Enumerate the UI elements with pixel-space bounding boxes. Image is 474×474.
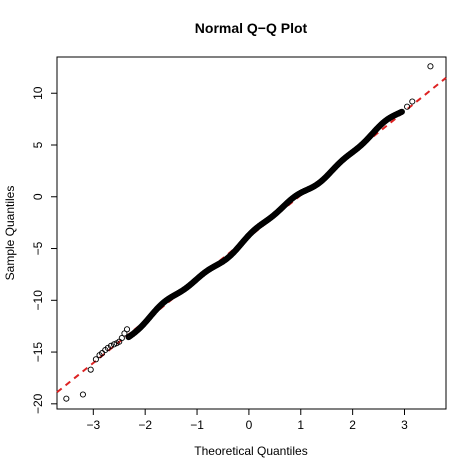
data-point bbox=[87, 366, 94, 373]
x-tick-label: −3 bbox=[86, 418, 100, 432]
y-tick-label: 10 bbox=[31, 86, 45, 100]
data-point bbox=[427, 63, 434, 70]
x-tick-label: 1 bbox=[297, 418, 304, 432]
data-points bbox=[63, 63, 434, 402]
x-tick-label: 0 bbox=[246, 418, 253, 432]
data-point bbox=[104, 344, 111, 351]
chart-title: Normal Q−Q Plot bbox=[195, 20, 308, 36]
x-tick-label: 2 bbox=[349, 418, 356, 432]
y-tick-label: −10 bbox=[31, 290, 45, 311]
y-tick-label: −15 bbox=[31, 342, 45, 363]
y-tick-label: −20 bbox=[31, 393, 45, 414]
y-tick-label: 5 bbox=[31, 141, 45, 148]
x-axis: −3 −2 −1 0 1 2 3 bbox=[86, 409, 408, 432]
data-point bbox=[107, 342, 114, 349]
x-tick-label: −1 bbox=[190, 418, 204, 432]
y-axis-label: Sample Quantiles bbox=[3, 186, 17, 281]
data-point bbox=[398, 108, 405, 115]
data-point bbox=[99, 350, 106, 357]
data-point bbox=[123, 326, 131, 333]
data-point bbox=[92, 356, 99, 363]
data-point bbox=[118, 335, 125, 342]
x-tick-label: −2 bbox=[138, 418, 152, 432]
y-axis: −20 −15 −10 −5 0 5 10 bbox=[31, 86, 57, 414]
data-point bbox=[404, 103, 411, 110]
plot-frame bbox=[56, 56, 447, 410]
data-point bbox=[409, 98, 416, 105]
x-tick-label: 3 bbox=[401, 418, 408, 432]
y-tick-label: 0 bbox=[31, 193, 45, 200]
data-point bbox=[63, 395, 70, 402]
x-axis-label: Theoretical Quantiles bbox=[194, 444, 307, 458]
y-tick-label: −5 bbox=[31, 241, 45, 255]
data-point bbox=[79, 391, 86, 398]
